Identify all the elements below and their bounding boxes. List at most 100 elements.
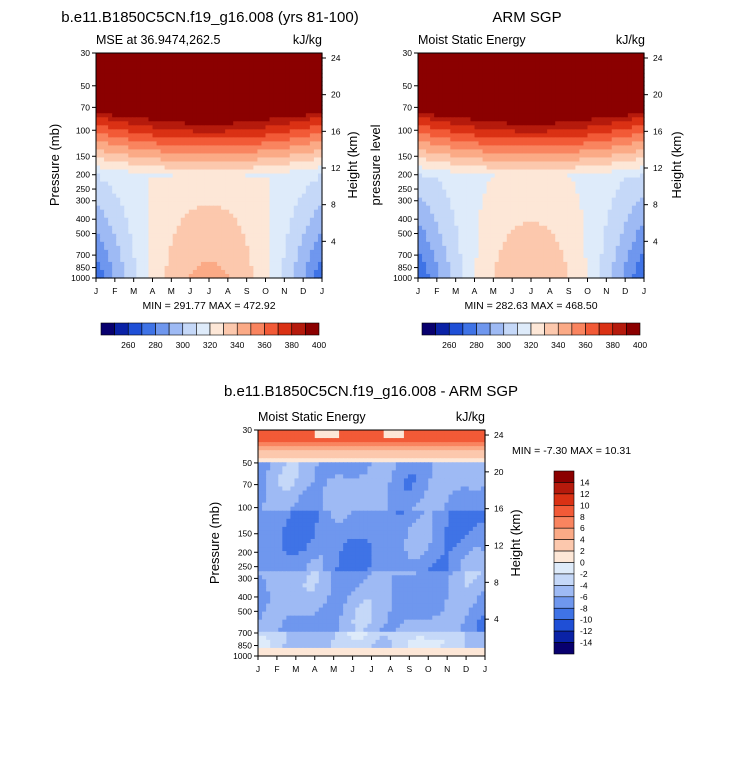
contour-cell	[225, 109, 230, 114]
contour-cell	[531, 125, 536, 130]
contour-cell	[301, 213, 307, 219]
contour-cell	[285, 217, 291, 223]
contour-cell	[462, 109, 468, 114]
contour-cell	[619, 113, 625, 118]
contour-cell	[156, 205, 162, 211]
contour-cell	[305, 81, 311, 86]
contour-cell	[317, 189, 323, 195]
contour-cell	[599, 109, 605, 114]
contour-cell	[229, 229, 234, 235]
contour-cell	[627, 61, 633, 66]
contour-cell	[140, 121, 146, 126]
contour-cell	[168, 77, 174, 82]
contour-cell	[639, 145, 645, 151]
contour-cell	[446, 57, 451, 62]
colorbar-swatch	[291, 322, 306, 336]
contour-cell	[217, 197, 222, 203]
contour-cell	[293, 241, 299, 247]
contour-cell	[531, 57, 536, 62]
contour-cell	[289, 149, 295, 155]
contour-cell	[132, 129, 137, 134]
contour-cell	[289, 113, 295, 118]
contour-cell	[136, 109, 141, 114]
contour-cell	[257, 69, 263, 74]
contour-cell	[599, 73, 605, 78]
contour-cell	[241, 165, 246, 171]
contour-cell	[539, 109, 544, 114]
contour-cell	[184, 109, 190, 114]
contour-cell	[446, 81, 451, 86]
contour-cell	[297, 109, 303, 114]
contour-cell	[172, 125, 178, 130]
contour-cell	[124, 225, 129, 231]
contour-cell	[607, 153, 613, 159]
contour-cell	[104, 109, 109, 114]
contour-cell	[140, 185, 146, 191]
contour-cell	[196, 141, 202, 147]
contour-cell	[116, 265, 121, 271]
contour-cell	[96, 145, 101, 151]
contour-cell	[261, 201, 267, 207]
contour-cell	[518, 109, 524, 114]
contour-cell	[140, 69, 146, 74]
contour-cell	[482, 97, 488, 102]
contour-cell	[156, 177, 162, 183]
contour-cell	[96, 201, 101, 207]
contour-cell	[204, 225, 210, 231]
contour-cell	[502, 105, 508, 110]
contour-cell	[434, 113, 439, 118]
contour-cell	[217, 241, 222, 247]
contour-cell	[498, 117, 504, 122]
contour-cell	[200, 225, 206, 231]
contour-cell	[136, 141, 141, 147]
contour-cell	[317, 229, 323, 235]
contour-cell	[442, 177, 447, 183]
contour-cell	[313, 237, 319, 243]
contour-cell	[96, 77, 101, 82]
contour-cell	[490, 85, 496, 90]
contour-cell	[136, 245, 141, 251]
contour-cell	[305, 257, 311, 263]
contour-cell	[595, 173, 601, 179]
contour-cell	[466, 165, 472, 171]
contour-cell	[104, 145, 109, 151]
contour-cell	[434, 73, 439, 78]
contour-cell	[466, 169, 472, 175]
contour-cell	[217, 133, 222, 138]
contour-cell	[422, 121, 427, 126]
contour-cell	[478, 121, 484, 126]
contour-cell	[518, 89, 524, 94]
contour-cell	[551, 129, 556, 134]
contour-cell	[498, 177, 504, 183]
contour-cell	[164, 165, 170, 171]
contour-cell	[305, 93, 311, 98]
contour-cell	[623, 97, 629, 102]
contour-cell	[446, 113, 451, 118]
contour-cell	[615, 165, 621, 171]
contour-cell	[180, 245, 186, 251]
contour-cell	[229, 217, 234, 223]
contour-cell	[217, 153, 222, 159]
contour-cell	[559, 101, 564, 106]
contour-cell	[140, 257, 146, 263]
contour-cell	[221, 53, 226, 58]
contour-cell	[172, 81, 178, 86]
contour-cell	[510, 137, 516, 142]
contour-cell	[180, 257, 186, 263]
contour-cell	[229, 221, 234, 227]
contour-cell	[458, 161, 463, 167]
contour-cell	[313, 65, 319, 70]
contour-cell	[615, 97, 621, 102]
contour-cell	[502, 173, 508, 179]
contour-cell	[104, 149, 109, 155]
contour-cell	[531, 113, 536, 118]
contour-cell	[583, 165, 589, 171]
contour-cell	[317, 245, 323, 251]
contour-cell	[229, 77, 234, 82]
contour-cell	[156, 129, 162, 134]
contour-cell	[639, 57, 645, 62]
contour-cell	[253, 189, 259, 195]
contour-cell	[309, 69, 315, 74]
contour-cell	[104, 233, 109, 239]
contour-cell	[301, 177, 307, 183]
